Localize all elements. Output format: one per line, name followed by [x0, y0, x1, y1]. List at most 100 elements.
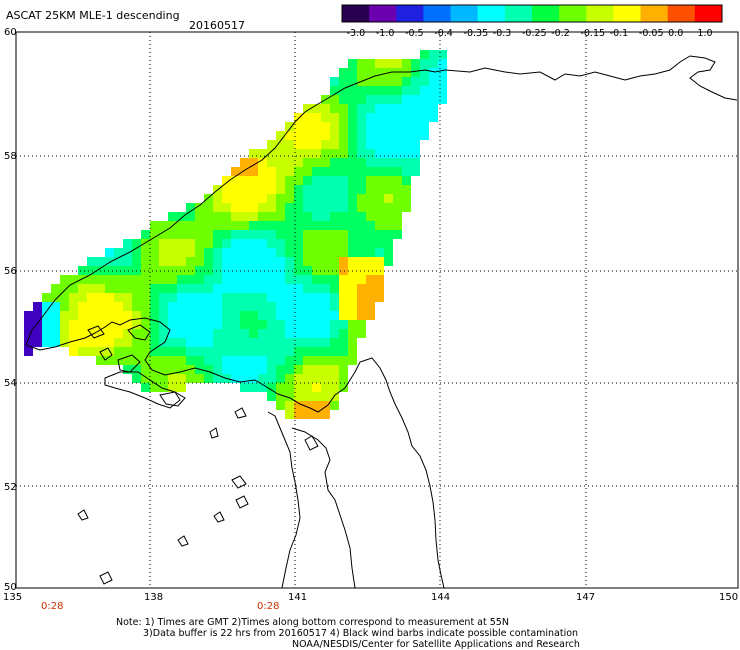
wind-cell: [330, 275, 339, 284]
wind-cell: [267, 185, 276, 194]
wind-cell: [330, 302, 339, 311]
wind-cell: [267, 293, 276, 302]
wind-cell: [366, 293, 375, 302]
wind-cell: [402, 203, 411, 212]
wind-cell: [150, 365, 159, 374]
wind-cell: [348, 302, 357, 311]
wind-cell: [249, 374, 258, 383]
wind-cell: [303, 293, 312, 302]
wind-cell: [339, 212, 348, 221]
wind-cell: [348, 194, 357, 203]
colorbar-segment: [559, 5, 587, 22]
wind-cell: [438, 77, 447, 86]
wind-cell: [294, 239, 303, 248]
wind-cell: [285, 122, 294, 131]
wind-cell: [195, 212, 204, 221]
wind-cell: [105, 302, 114, 311]
wind-cell: [330, 257, 339, 266]
wind-cell: [411, 113, 420, 122]
wind-cell: [267, 212, 276, 221]
wind-cell: [42, 293, 51, 302]
wind-cell: [132, 338, 141, 347]
wind-cell: [438, 59, 447, 68]
wind-cell: [321, 392, 330, 401]
wind-cell: [114, 311, 123, 320]
wind-cell: [420, 86, 429, 95]
wind-cell: [204, 311, 213, 320]
wind-cell: [330, 104, 339, 113]
wind-cell: [195, 221, 204, 230]
wind-cell: [240, 230, 249, 239]
wind-cell: [294, 194, 303, 203]
wind-cell: [132, 248, 141, 257]
wind-cell: [240, 176, 249, 185]
wind-cell: [420, 104, 429, 113]
wind-cell: [132, 293, 141, 302]
wind-cell: [357, 230, 366, 239]
wind-cell: [303, 401, 312, 410]
wind-cell: [204, 230, 213, 239]
wind-cell: [96, 302, 105, 311]
wind-cell: [321, 374, 330, 383]
wind-cell: [258, 266, 267, 275]
wind-cell: [204, 347, 213, 356]
wind-cell: [339, 203, 348, 212]
wind-cell: [132, 329, 141, 338]
wind-cell: [150, 356, 159, 365]
wind-cell: [348, 347, 357, 356]
wind-cell: [420, 113, 429, 122]
wind-cell: [429, 50, 438, 59]
wind-cell: [168, 374, 177, 383]
wind-cell: [375, 68, 384, 77]
wind-cell: [276, 248, 285, 257]
wind-cell: [51, 284, 60, 293]
wind-cell: [348, 275, 357, 284]
wind-cell: [294, 203, 303, 212]
wind-cell: [348, 311, 357, 320]
wind-cell: [348, 140, 357, 149]
wind-cell: [249, 185, 258, 194]
wind-cell: [429, 113, 438, 122]
wind-cell: [114, 329, 123, 338]
wind-cell: [321, 212, 330, 221]
colorbar-segment: [613, 5, 642, 22]
wind-cell: [393, 140, 402, 149]
wind-cell: [375, 59, 384, 68]
wind-cell: [375, 230, 384, 239]
wind-cell: [312, 284, 321, 293]
wind-cell: [357, 239, 366, 248]
wind-cell: [321, 365, 330, 374]
wind-cell: [105, 293, 114, 302]
wind-cell: [420, 68, 429, 77]
wind-cell: [249, 203, 258, 212]
wind-cell: [294, 221, 303, 230]
wind-cell: [276, 194, 285, 203]
wind-cell: [69, 338, 78, 347]
wind-cell: [312, 356, 321, 365]
colorbar-segment: [640, 5, 669, 22]
wind-cell: [285, 284, 294, 293]
wind-cell: [366, 113, 375, 122]
wind-cell: [141, 266, 150, 275]
wind-cell: [87, 293, 96, 302]
wind-cell: [312, 302, 321, 311]
wind-cell: [393, 59, 402, 68]
wind-cell: [240, 203, 249, 212]
colorbar-tick-label: 1.0: [697, 28, 713, 39]
wind-cell: [312, 149, 321, 158]
wind-cell: [285, 194, 294, 203]
wind-cell: [42, 302, 51, 311]
wind-cell: [402, 176, 411, 185]
wind-cell: [141, 275, 150, 284]
wind-cell: [375, 284, 384, 293]
wind-cell: [258, 248, 267, 257]
wind-cell: [330, 176, 339, 185]
wind-cell: [249, 365, 258, 374]
wind-cell: [366, 167, 375, 176]
wind-cell: [240, 383, 249, 392]
wind-cell: [168, 257, 177, 266]
wind-cell: [348, 158, 357, 167]
wind-cell: [312, 401, 321, 410]
wind-cell: [249, 149, 258, 158]
wind-cell: [411, 95, 420, 104]
